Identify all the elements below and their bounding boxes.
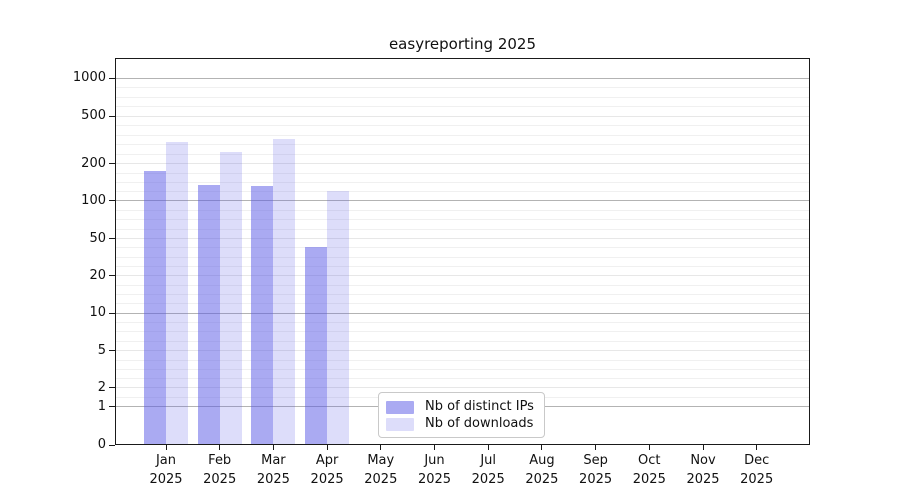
y-tick-label: 1 — [97, 398, 106, 414]
minor-gridline — [115, 303, 810, 305]
x-tickmark — [326, 445, 328, 450]
legend-label-downloads: Nb of downloads — [425, 416, 534, 431]
minor-gridline — [115, 125, 810, 127]
x-tick-label: Oct 2025 — [632, 453, 666, 487]
x-tickmark — [595, 445, 597, 450]
minor-gridline — [115, 284, 810, 286]
chart-title: easyreporting 2025 — [388, 35, 537, 53]
y-tick-label: 5 — [97, 342, 106, 358]
y-tick-label: 2 — [97, 379, 106, 395]
bar-downloads-jan — [166, 141, 188, 445]
x-tick-label: Feb 2025 — [203, 453, 237, 487]
minor-gridline — [115, 228, 810, 230]
y-tick-label: 500 — [81, 108, 106, 123]
x-tickmark — [541, 445, 543, 450]
x-tickmark — [272, 445, 274, 450]
bar-distinct-ips-feb — [197, 184, 220, 445]
tick-gridline — [115, 163, 810, 165]
minor-gridline — [115, 378, 810, 380]
x-tick-label: Sep 2025 — [579, 453, 613, 487]
y-tick-label: 50 — [89, 230, 106, 246]
y-tickmark — [109, 350, 115, 352]
y-tickmark — [109, 312, 115, 314]
legend: Nb of distinct IPs Nb of downloads — [378, 392, 545, 438]
tick-gridline — [115, 387, 810, 389]
tick-gridline — [115, 115, 810, 117]
y-tick-label: 10 — [89, 305, 106, 321]
x-tickmark — [219, 445, 221, 450]
y-tickmark — [109, 406, 115, 408]
y-tick-label: 100 — [81, 192, 106, 208]
x-tickmark — [380, 445, 382, 450]
minor-gridline — [115, 247, 810, 249]
x-tick-label: Jan 2025 — [149, 453, 183, 487]
x-tickmark — [648, 445, 650, 450]
minor-gridline — [115, 256, 810, 258]
minor-gridline — [115, 359, 810, 361]
x-tickmark — [756, 445, 758, 450]
x-tick-label: May 2025 — [364, 453, 398, 487]
legend-label-distinct-ips: Nb of distinct IPs — [425, 399, 534, 414]
y-tickmark — [109, 163, 115, 165]
minor-gridline — [115, 144, 810, 146]
major-gridline — [115, 200, 810, 202]
minor-gridline — [115, 265, 810, 267]
y-tickmark — [109, 238, 115, 240]
minor-gridline — [115, 331, 810, 333]
x-tickmark — [702, 445, 704, 450]
minor-gridline — [115, 87, 810, 88]
minor-gridline — [115, 368, 810, 370]
minor-gridline — [115, 106, 810, 107]
y-tickmark — [109, 77, 115, 79]
major-gridline — [115, 77, 810, 79]
minor-gridline — [115, 322, 810, 324]
x-tick-label: Aug 2025 — [525, 453, 559, 487]
legend-swatch-downloads — [386, 417, 414, 431]
x-tick-label: Apr 2025 — [310, 453, 344, 487]
y-tick-label: 200 — [81, 155, 106, 171]
y-tick-label: 20 — [89, 267, 106, 283]
tick-gridline — [115, 350, 810, 352]
y-tick-label: 0 — [97, 437, 106, 452]
minor-gridline — [115, 191, 810, 193]
bar-distinct-ips-mar — [251, 185, 274, 445]
y-tickmark — [109, 115, 115, 117]
minor-gridline — [115, 340, 810, 342]
bar-distinct-ips-jan — [144, 171, 166, 445]
minor-gridline — [115, 153, 810, 155]
legend-item-downloads: Nb of downloads — [386, 416, 536, 432]
bar-downloads-feb — [219, 152, 242, 445]
y-tick-label: 1000 — [72, 70, 106, 85]
minor-gridline — [115, 172, 810, 174]
y-tickmark — [109, 444, 115, 446]
x-tickmark — [165, 445, 167, 450]
bar-distinct-ips-apr — [305, 246, 328, 445]
bar-downloads-apr — [327, 191, 350, 445]
bar-downloads-mar — [273, 139, 296, 445]
x-tickmark — [434, 445, 435, 450]
y-tickmark — [109, 200, 115, 202]
legend-item-distinct-ips: Nb of distinct IPs — [386, 399, 536, 415]
tick-gridline — [115, 275, 810, 277]
minor-gridline — [115, 209, 810, 211]
minor-gridline — [115, 96, 810, 98]
y-tickmark — [109, 387, 115, 389]
x-tick-label: Mar 2025 — [256, 453, 290, 487]
y-tickmark — [109, 275, 115, 277]
x-tick-label: Jul 2025 — [471, 453, 505, 487]
x-tick-label: Nov 2025 — [686, 453, 720, 487]
legend-swatch-distinct-ips — [386, 400, 414, 414]
major-gridline — [115, 312, 810, 314]
minor-gridline — [115, 293, 810, 295]
tick-gridline — [115, 238, 810, 240]
x-tickmark — [487, 445, 489, 450]
minor-gridline — [115, 134, 810, 136]
x-tick-label: Dec 2025 — [740, 453, 774, 487]
x-tick-label: Jun 2025 — [417, 453, 452, 487]
minor-gridline — [115, 219, 810, 221]
minor-gridline — [115, 181, 810, 183]
